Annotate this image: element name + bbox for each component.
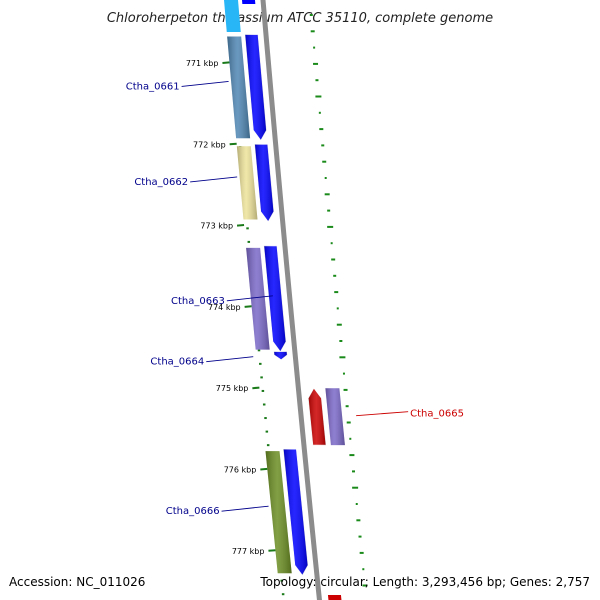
scale-ticks: 771 kbp 772 kbp 773 kbp 774 kbp 775 kbp 776 k… — [186, 10, 285, 596]
cds-arrow-shading — [254, 144, 274, 222]
scale-tick — [236, 224, 245, 227]
gene-leader-line — [181, 80, 229, 87]
cog-band-shading — [227, 36, 251, 139]
gene-label[interactable]: Ctha_0663 — [171, 296, 225, 307]
scale-tick-label: 773 kbp — [200, 222, 233, 231]
scale-tick-label: 774 kbp — [208, 303, 241, 312]
cds-arrow-partial — [242, 0, 256, 4]
cog-band-partial — [224, 0, 241, 32]
cds-arrow-shading — [308, 388, 326, 446]
accession-text: Accession: NC_011026 — [9, 575, 145, 589]
gene-label[interactable]: Ctha_0665 — [410, 409, 464, 420]
cds-track — [242, 0, 342, 600]
gene-label[interactable]: Ctha_0661 — [126, 81, 180, 92]
map-title: Chloroherpeton thalassium ATCC 35110, co… — [107, 11, 493, 26]
cog-band-shading — [325, 388, 345, 446]
scale-tick — [222, 61, 230, 64]
gene-leader-line — [206, 356, 254, 363]
scale-tick — [268, 549, 276, 552]
scale-tick-label: 776 kbp — [224, 466, 257, 475]
gene-leader-line — [226, 295, 273, 302]
cds-arrow-shading — [283, 449, 308, 576]
scale-tick-label: 777 kbp — [232, 547, 265, 556]
scale-tick — [252, 386, 260, 390]
scale-tick — [260, 467, 268, 471]
gene-leader-line — [190, 176, 238, 183]
gene-leader-line — [356, 411, 409, 417]
scale-tick — [229, 142, 237, 146]
gene-leader-line — [221, 505, 269, 512]
scale-tick-label: 772 kbp — [193, 140, 226, 149]
cog-track — [224, 0, 345, 574]
gene-label[interactable]: Ctha_0664 — [150, 357, 204, 368]
genome-summary-text: Topology: circular; Length: 3,293,456 bp… — [259, 575, 590, 589]
gene-labels: Ctha_0661 Ctha_0662 Ctha_0663 Ctha_0664 Ctha… — [126, 80, 464, 517]
gene-label[interactable]: Ctha_0666 — [166, 506, 220, 517]
cog-band-shading — [246, 247, 270, 350]
cog-band-shading — [265, 451, 292, 574]
cds-arrow-shading — [273, 351, 288, 360]
cds-arrow-shading — [244, 34, 267, 141]
genome-backbone — [260, 0, 322, 600]
cog-band-shading — [236, 146, 258, 220]
scale-tick — [244, 305, 252, 308]
gc-content-track — [309, 14, 368, 587]
scale-tick-label: 771 kbp — [186, 59, 219, 68]
cds-arrow-partial — [327, 595, 342, 600]
cds-arrow-shading — [263, 245, 286, 352]
scale-tick-label: 775 kbp — [216, 384, 249, 393]
gene-label[interactable]: Ctha_0662 — [134, 177, 188, 188]
